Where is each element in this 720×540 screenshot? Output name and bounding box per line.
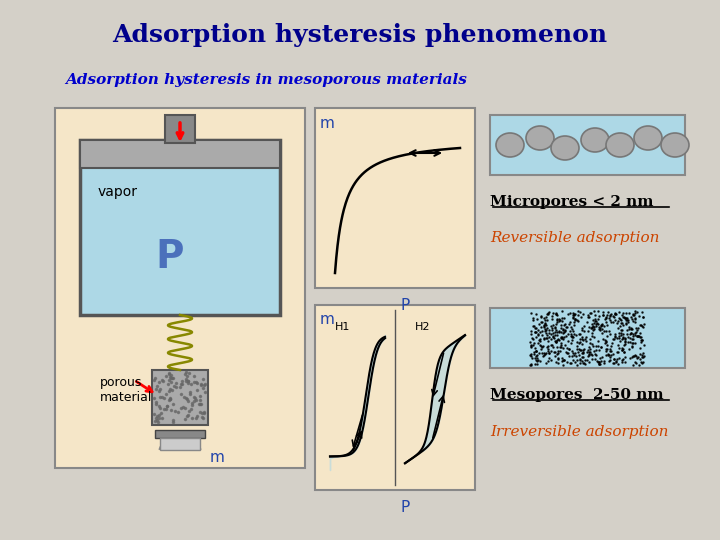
Bar [80, 140, 280, 168]
Bar [80, 140, 280, 315]
Text: Adsorption hysteresis phenomenon: Adsorption hysteresis phenomenon [112, 23, 608, 47]
Bar [490, 115, 685, 175]
Text: m: m [320, 116, 335, 131]
Ellipse shape [606, 133, 634, 157]
Bar [155, 430, 205, 438]
Text: Reversible adsorption: Reversible adsorption [490, 231, 660, 245]
Text: P: P [400, 299, 410, 314]
Text: porous
material: porous material [100, 376, 153, 404]
Bar [152, 370, 208, 425]
Text: P: P [156, 238, 184, 276]
Ellipse shape [661, 133, 689, 157]
Ellipse shape [551, 136, 579, 160]
Text: H1: H1 [336, 322, 351, 332]
Bar [315, 108, 475, 288]
Ellipse shape [526, 126, 554, 150]
Bar [55, 108, 305, 468]
Text: Micropores < 2 nm: Micropores < 2 nm [490, 195, 654, 209]
Bar [80, 168, 280, 315]
Bar [490, 308, 685, 368]
Text: H2: H2 [415, 322, 431, 332]
Text: P: P [400, 501, 410, 516]
Ellipse shape [581, 128, 609, 152]
Text: Adsorption hysteresis in mesoporous materials: Adsorption hysteresis in mesoporous mate… [65, 73, 467, 87]
Text: m: m [210, 450, 225, 465]
Bar [165, 115, 195, 143]
Ellipse shape [634, 126, 662, 150]
Text: Mesopores  2-50 nm: Mesopores 2-50 nm [490, 388, 664, 402]
Ellipse shape [496, 133, 524, 157]
Bar [160, 438, 200, 450]
Bar [315, 305, 475, 490]
Text: vapor: vapor [98, 185, 138, 199]
Text: Irreversible adsorption: Irreversible adsorption [490, 425, 668, 439]
Text: m: m [320, 313, 335, 327]
